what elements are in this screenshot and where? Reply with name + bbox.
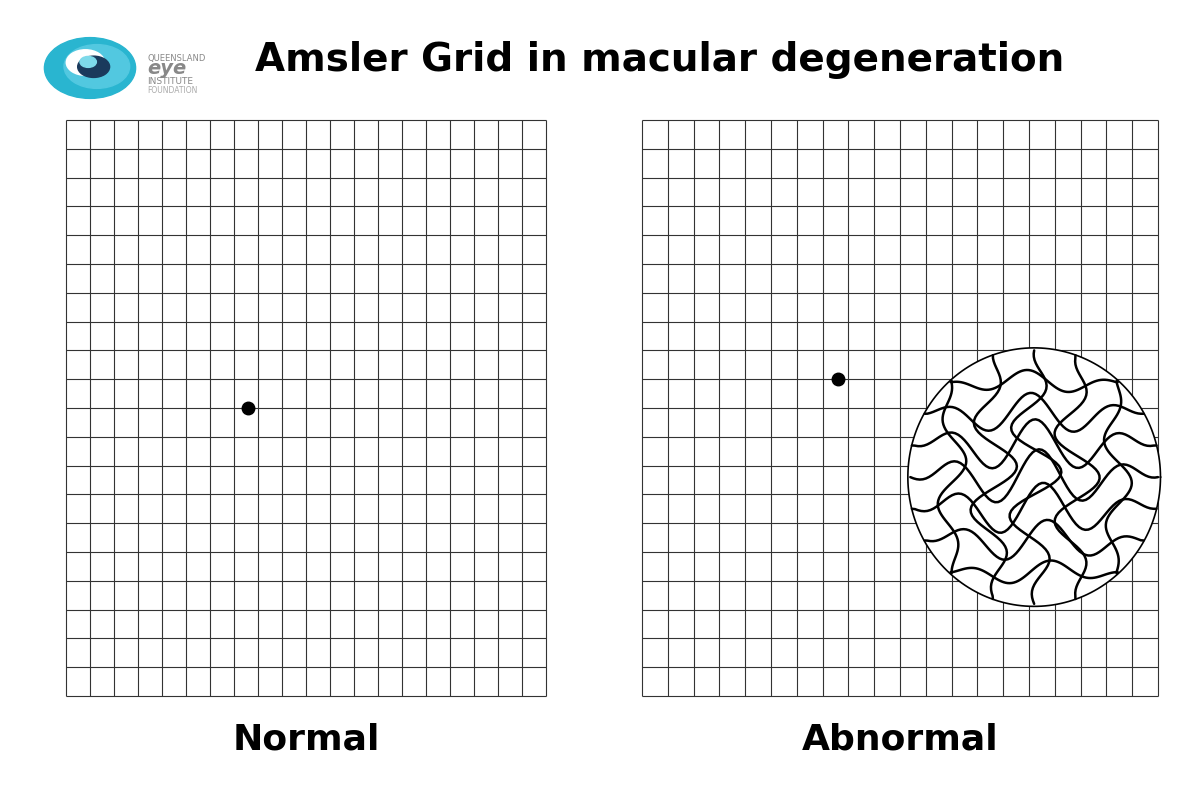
Text: Abnormal: Abnormal (802, 723, 998, 757)
Text: INSTITUTE: INSTITUTE (148, 77, 193, 86)
Text: Normal: Normal (233, 723, 379, 757)
Circle shape (64, 45, 130, 88)
Text: eye: eye (148, 58, 186, 78)
Text: Amsler Grid in macular degeneration: Amsler Grid in macular degeneration (256, 41, 1064, 79)
Text: QUEENSLAND: QUEENSLAND (148, 54, 205, 63)
Text: FOUNDATION: FOUNDATION (148, 86, 197, 95)
Circle shape (80, 57, 96, 67)
Circle shape (66, 50, 104, 75)
Circle shape (78, 56, 109, 78)
Circle shape (44, 38, 136, 98)
Polygon shape (908, 348, 1160, 606)
